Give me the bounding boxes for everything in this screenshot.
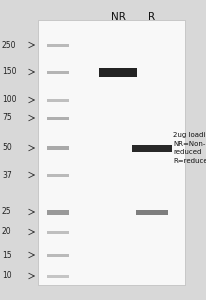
Text: 25: 25 <box>2 208 12 217</box>
Text: NR: NR <box>111 12 125 22</box>
Text: 10: 10 <box>2 272 12 280</box>
Text: 20: 20 <box>2 227 12 236</box>
Bar <box>47 230 69 233</box>
Bar <box>38 20 185 285</box>
Bar <box>47 209 69 214</box>
Bar <box>136 209 168 214</box>
Bar <box>47 116 69 119</box>
Text: 15: 15 <box>2 250 12 260</box>
Bar <box>47 98 69 101</box>
Text: 150: 150 <box>2 68 16 76</box>
Bar <box>47 146 69 150</box>
Text: 250: 250 <box>2 40 16 50</box>
Bar <box>47 70 69 74</box>
Bar <box>47 44 69 46</box>
Text: 37: 37 <box>2 170 12 179</box>
Bar <box>47 254 69 256</box>
Bar <box>47 173 69 176</box>
Bar <box>47 274 69 278</box>
Text: R: R <box>149 12 156 22</box>
Bar <box>99 68 137 76</box>
Bar <box>132 145 172 152</box>
Text: 50: 50 <box>2 143 12 152</box>
Text: 2ug loading
NR=Non-
reduced
R=reduced: 2ug loading NR=Non- reduced R=reduced <box>173 132 206 164</box>
Text: 75: 75 <box>2 113 12 122</box>
Text: 100: 100 <box>2 95 16 104</box>
